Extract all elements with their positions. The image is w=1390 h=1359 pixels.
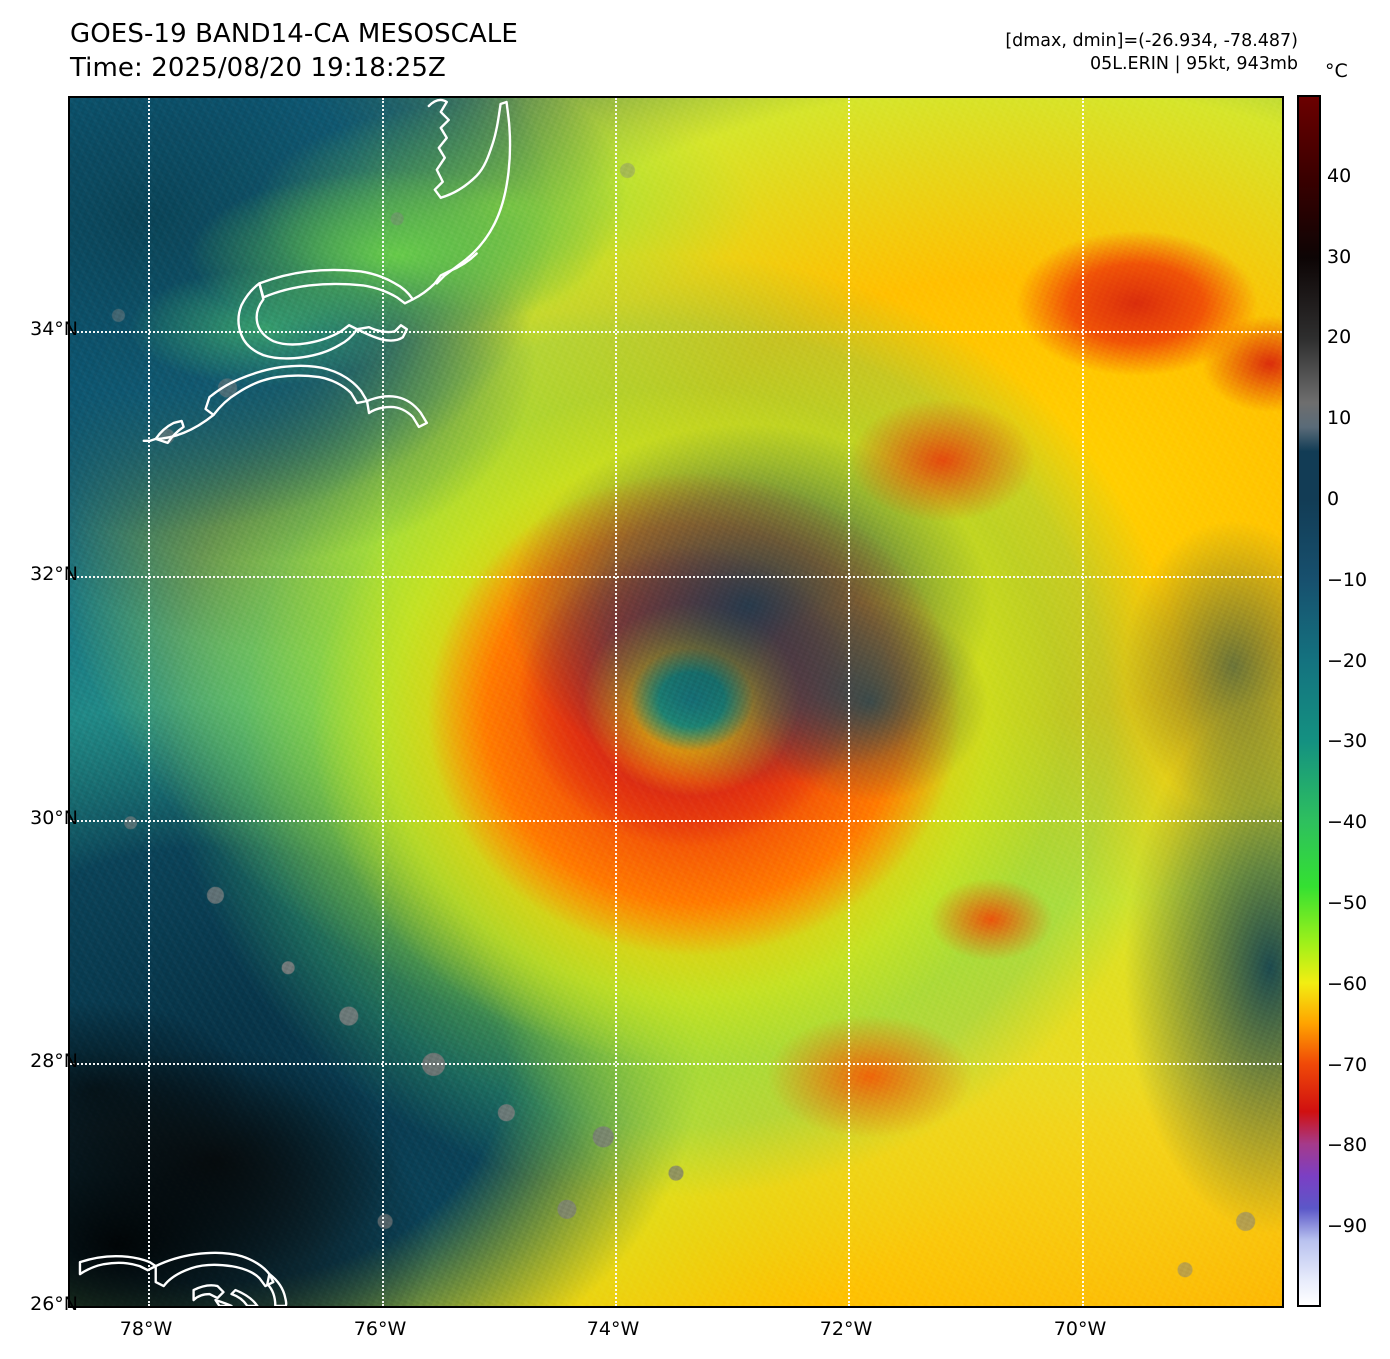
xtick-label-74w: 74°W	[586, 1318, 640, 1340]
colorbar-tick-neg40: −40	[1327, 811, 1368, 834]
colorbar-unit-label: °C	[1325, 60, 1348, 82]
colorbar-tick-neg60: −60	[1327, 972, 1368, 995]
outer-banks-north	[435, 100, 512, 285]
ytick-label-34n: 34°N	[30, 318, 78, 340]
gridline-lat-26	[70, 1306, 1282, 1308]
ytick-label-30n: 30°N	[30, 807, 78, 829]
grand-bahama-island	[78, 1254, 157, 1276]
gridline-lat-32	[70, 576, 1282, 578]
cape-hatteras-hook	[411, 252, 478, 301]
cloud-texture-noise	[70, 98, 1282, 1306]
albemarle-sound-outline	[237, 282, 359, 360]
gridline-lon-74	[615, 98, 617, 1306]
colorbar-tick-10: 10	[1327, 407, 1352, 430]
colorbar-tick-30: 30	[1327, 245, 1352, 268]
ytick-label-32n: 32°N	[30, 563, 78, 585]
colorbar-tick-neg70: −70	[1327, 1053, 1368, 1076]
page-title: GOES-19 BAND14-CA MESOSCALE	[70, 19, 518, 49]
xtick-label-78w: 78°W	[119, 1318, 173, 1340]
colorbar-tick-neg90: −90	[1327, 1215, 1368, 1238]
colorbar-tick-0: 0	[1327, 488, 1340, 510]
andros-north	[214, 1298, 233, 1306]
cape-lookout-coast	[204, 364, 369, 417]
storm-info: 05L.ERIN | 95kt, 943mb	[1089, 54, 1298, 75]
gridline-lat-30	[70, 820, 1282, 822]
xtick-label-76w: 76°W	[353, 1318, 407, 1340]
colorbar-tick-neg20: −20	[1327, 649, 1368, 672]
metadata-block: [dmax, dmin]=(-26.934, -78.487) 05L.ERIN…	[1005, 30, 1298, 76]
colorbar-gradient	[1299, 97, 1319, 1305]
xtick-label-72w: 72°W	[819, 1318, 873, 1340]
gridline-lat-34	[70, 331, 1282, 333]
abaco-south-cay	[266, 1272, 288, 1306]
colorbar-tick-20: 20	[1327, 326, 1352, 349]
gridline-lon-76	[382, 98, 384, 1306]
chesapeake-inlet-coast	[427, 98, 450, 199]
timestamp-line: Time: 2025/08/20 19:18:25Z	[70, 52, 446, 83]
colorbar	[1297, 95, 1321, 1307]
carolina-coast-south	[142, 413, 215, 443]
gridline-lon-78	[148, 98, 150, 1306]
gridline-lon-70	[1082, 98, 1084, 1306]
berry-islands	[192, 1284, 225, 1302]
gridline-lat-28	[70, 1063, 1282, 1065]
dminmax-readout: [dmax, dmin]=(-26.934, -78.487)	[1005, 31, 1298, 51]
great-abaco-island	[154, 1251, 275, 1288]
nassau-new-providence	[230, 1288, 259, 1306]
coastline-overlay	[78, 98, 512, 1306]
colorbar-tick-neg80: −80	[1327, 1134, 1368, 1157]
myrtle-beach-inlet	[154, 419, 185, 445]
xtick-label-70w: 70°W	[1053, 1318, 1107, 1340]
ytick-label-26n: 26°N	[30, 1293, 78, 1315]
satellite-image-plot: Copyright © 2020-2025 Dapiya	[68, 96, 1284, 1308]
plot-clip	[70, 98, 1282, 1306]
colorbar-tick-neg10: −10	[1327, 568, 1368, 591]
gridline-lon-72	[848, 98, 850, 1306]
colorbar-tick-neg30: −30	[1327, 730, 1368, 753]
pamlico-sound-outline	[258, 268, 415, 305]
colorbar-tick-neg50: −50	[1327, 892, 1368, 914]
title-block: GOES-19 BAND14-CA MESOSCALE Time: 2025/0…	[70, 18, 518, 86]
colorbar-tick-40: 40	[1327, 164, 1352, 187]
cape-fear-spit	[365, 395, 429, 429]
land-surface-speckle	[70, 98, 1282, 1306]
ytick-label-28n: 28°N	[30, 1050, 78, 1072]
